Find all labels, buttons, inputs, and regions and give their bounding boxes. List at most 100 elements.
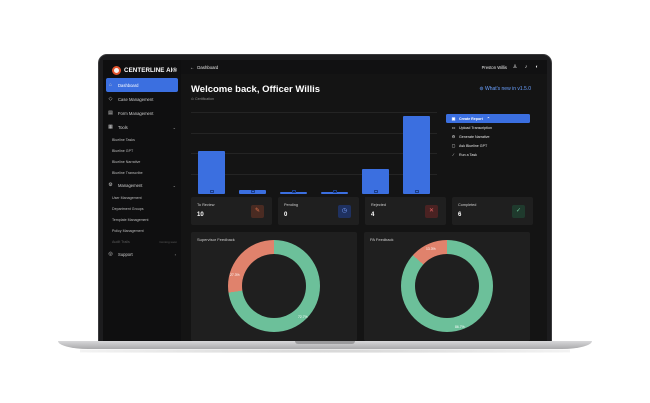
stat-card-rejected[interactable]: Rejected 4 ✕ xyxy=(365,197,446,225)
topbar-right: Preston Willis ♙ ♪ ◐ xyxy=(482,64,540,70)
stat-label: Completed xyxy=(458,203,477,207)
stat-card-to-review[interactable]: To Review 10 ✎ xyxy=(191,197,272,225)
clock-icon: ◷ xyxy=(338,205,351,218)
bar-icon xyxy=(373,189,378,193)
sidebar: CENTERLINE AI® ⌂ Dashboard ◇ Case Manage… xyxy=(103,60,181,341)
slice-label-approved: 72.7% xyxy=(298,315,308,319)
bar-icon xyxy=(332,189,337,193)
user-name[interactable]: Preston Willis xyxy=(481,64,507,70)
breadcrumb[interactable]: ← Dashboard xyxy=(190,65,218,70)
stat-label: Pending xyxy=(284,203,298,207)
sidebar-item-support[interactable]: ◎ Support › xyxy=(103,247,181,261)
sidebar-item-label: Support xyxy=(118,251,133,257)
laptop-base xyxy=(58,341,592,349)
gridline xyxy=(191,173,437,175)
stat-card-pending[interactable]: Pending 0 ◷ xyxy=(278,197,359,225)
gridline xyxy=(191,112,437,113)
sidebar-subitem-blueline-gpt[interactable]: Blueline GPT xyxy=(112,148,134,153)
chat-icon: ▢ xyxy=(451,143,456,148)
supervisor-feedback-panel: Supervisor Feedback 27.3% 72.7% xyxy=(191,232,357,341)
breadcrumb-label: Dashboard xyxy=(197,64,219,70)
stat-label: To Review xyxy=(197,203,215,207)
sidebar-subitem-template-management[interactable]: Template Management xyxy=(112,217,149,222)
app-screen: CENTERLINE AI® ⌂ Dashboard ◇ Case Manage… xyxy=(103,60,547,341)
sidebar-item-tools[interactable]: ▦ Tools ⌄ xyxy=(103,120,181,134)
actions-menu: ▣ Create Report ⌃ ▭ Upload Transcription ⚙… xyxy=(446,114,530,159)
ask-blueline-gpt-button[interactable]: ▢ Ask Blueline GPT xyxy=(451,143,488,148)
x-icon: ✕ xyxy=(425,205,438,218)
bar-other-reports[interactable] xyxy=(321,189,348,194)
theme-toggle-icon[interactable]: ◐ xyxy=(535,64,539,70)
bar-icon xyxy=(209,189,214,193)
bar-transcriptions[interactable] xyxy=(362,169,389,194)
folder-icon: ◇ xyxy=(108,95,113,102)
upload-icon: ▭ xyxy=(451,125,456,130)
sidebar-item-label: Case Management xyxy=(118,96,154,102)
bar-icon xyxy=(291,189,296,193)
stat-value: 4 xyxy=(371,212,375,218)
bar-icon xyxy=(250,189,255,193)
back-arrow-icon[interactable]: ← xyxy=(190,64,195,70)
chevron-down-icon: ⌄ xyxy=(172,182,176,188)
stat-label: Rejected xyxy=(371,203,386,207)
upload-transcription-button[interactable]: ▭ Upload Transcription xyxy=(451,125,492,130)
help-icon: ◎ xyxy=(108,250,113,257)
narrative-icon: ⚙ xyxy=(451,134,456,139)
sidebar-item-label: Tools xyxy=(118,124,128,130)
home-icon: ⌂ xyxy=(108,81,113,88)
panel-title: PA Feedback xyxy=(370,237,394,242)
whats-new-link[interactable]: ⊚ What's new in v1.5.0 xyxy=(479,86,531,92)
sidebar-subitem-policy-management[interactable]: Policy Management xyxy=(112,228,144,233)
sidebar-item-form-management[interactable]: ▤ Form Management xyxy=(103,106,181,120)
laptop-notch xyxy=(295,341,355,344)
bar-subpoena[interactable] xyxy=(280,189,307,194)
main-content: Welcome back, Officer Willis ⊙ Certifica… xyxy=(181,74,547,341)
app-logo[interactable]: CENTERLINE AI® xyxy=(112,66,177,75)
bell-icon[interactable]: ♪ xyxy=(524,64,528,70)
coming-soon-badge: Coming soon xyxy=(159,239,177,244)
wand-icon: ⁄ xyxy=(453,152,454,157)
gridline xyxy=(191,153,437,154)
sidebar-item-label: Management xyxy=(118,182,143,188)
pa-feedback-donut: 13.3% 86.7% xyxy=(401,240,493,332)
sidebar-subitem-blueline-transcribe[interactable]: Blueline Transcribe xyxy=(112,170,143,175)
stat-value: 6 xyxy=(458,212,462,218)
donut-hole xyxy=(242,254,306,318)
sidebar-subitem-blueline-tasks[interactable]: Blueline Tasks xyxy=(112,137,135,142)
sidebar-item-management[interactable]: ⚙ Management ⌄ xyxy=(103,178,181,192)
chevron-right-icon: › xyxy=(174,251,176,257)
sidebar-subitem-blueline-narrative[interactable]: Blueline Narrative xyxy=(112,159,141,164)
link-icon: ⊚ xyxy=(479,86,486,92)
sidebar-item-label: Form Management xyxy=(118,110,154,116)
donut-hole xyxy=(415,254,479,318)
bar-search-warrants[interactable] xyxy=(198,150,225,194)
document-icon: ▣ xyxy=(451,116,456,121)
logo-text: CENTERLINE AI® xyxy=(124,67,178,74)
gridline xyxy=(191,132,437,134)
sidebar-item-case-management[interactable]: ◇ Case Management xyxy=(103,92,181,106)
laptop-shadow xyxy=(80,349,570,353)
sidebar-subitem-department-groups[interactable]: Department Groups xyxy=(112,206,144,211)
slice-label-rejected: 27.3% xyxy=(230,273,240,277)
sidebar-item-label: Dashboard xyxy=(118,82,139,88)
slice-label-approved: 86.7% xyxy=(455,325,465,329)
certification-subtitle: ⊙ Certification xyxy=(191,97,214,101)
stat-value: 0 xyxy=(284,212,288,218)
sidebar-subitem-audit-trails: Audit Trails Coming soon xyxy=(112,239,177,244)
user-icon[interactable]: ♙ xyxy=(512,64,518,70)
sidebar-item-dashboard[interactable]: ⌂ Dashboard xyxy=(106,78,178,92)
create-report-button[interactable]: ▣ Create Report ⌃ xyxy=(446,114,530,123)
gear-icon: ⚙ xyxy=(108,181,113,188)
sidebar-subitem-user-management[interactable]: User Management xyxy=(112,195,142,200)
bar-pc-statements[interactable] xyxy=(239,189,266,194)
stat-card-completed[interactable]: Completed 6 ✓ xyxy=(452,197,533,225)
bar-chart: Search WarrantsPC StatementsSubpoenaOthe… xyxy=(191,108,437,201)
run-a-task-button[interactable]: ⁄ Run a Task xyxy=(446,150,530,159)
generate-narrative-button[interactable]: ⚙ Generate Narrative xyxy=(451,134,490,139)
check-icon: ✓ xyxy=(512,205,525,218)
stat-value: 10 xyxy=(197,212,204,218)
panel-title: Supervisor Feedback xyxy=(197,237,235,242)
bar-narratives[interactable] xyxy=(403,116,430,194)
page-title: Welcome back, Officer Willis xyxy=(191,84,321,95)
